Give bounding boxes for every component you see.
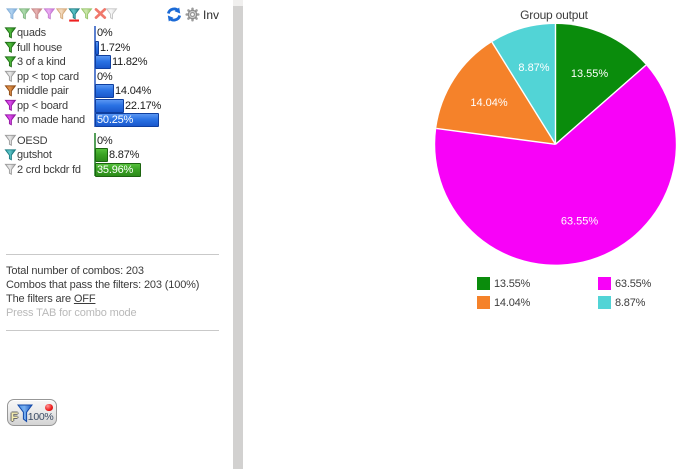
svg-text:63.55%: 63.55%	[561, 216, 599, 228]
svg-text:14.04%: 14.04%	[470, 97, 508, 109]
svg-text:8.87%: 8.87%	[518, 62, 549, 74]
svg-text:13.55%: 13.55%	[571, 68, 609, 80]
